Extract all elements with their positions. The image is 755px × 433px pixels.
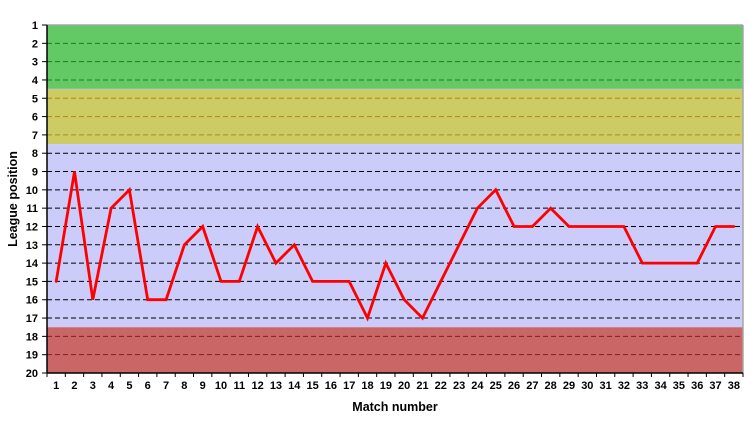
y-tick-label-20: 20: [26, 368, 38, 380]
x-tick-label-16: 16: [325, 380, 337, 392]
axis-ticks: [42, 24, 744, 377]
x-tick-label-35: 35: [673, 380, 685, 392]
band-green-zone: [47, 25, 743, 90]
x-tick-label-38: 38: [728, 380, 740, 392]
x-tick-label-10: 10: [215, 380, 227, 392]
y-tick-label-4: 4: [32, 75, 39, 87]
x-tick-label-18: 18: [361, 380, 373, 392]
x-tick-label-8: 8: [181, 380, 187, 392]
x-axis-title: Match number: [352, 400, 438, 414]
y-tick-label-17: 17: [26, 313, 38, 325]
x-tick-label-4: 4: [108, 380, 115, 392]
y-tick-label-18: 18: [26, 331, 38, 343]
x-tick-label-36: 36: [691, 380, 703, 392]
y-tick-label-19: 19: [26, 350, 38, 362]
x-tick-label-33: 33: [636, 380, 648, 392]
zone-bands: [47, 25, 743, 373]
x-tick-label-26: 26: [508, 380, 520, 392]
band-red-zone: [47, 327, 743, 373]
gridlines: [47, 42, 743, 356]
x-tick-label-21: 21: [416, 380, 428, 392]
x-tick-label-20: 20: [398, 380, 410, 392]
x-tick-label-14: 14: [288, 380, 301, 392]
x-tick-label-32: 32: [618, 380, 630, 392]
x-tick-label-7: 7: [163, 380, 169, 392]
y-tick-label-6: 6: [32, 112, 38, 124]
x-tick-label-19: 19: [380, 380, 392, 392]
x-tick-label-25: 25: [490, 380, 502, 392]
x-tick-label-6: 6: [145, 380, 151, 392]
y-tick-label-1: 1: [32, 20, 38, 32]
y-tick-label-3: 3: [32, 57, 38, 69]
y-tick-label-14: 14: [26, 258, 39, 270]
y-tick-label-11: 11: [26, 203, 38, 215]
y-tick-label-16: 16: [26, 295, 38, 307]
series-line-league-position: [54, 171, 736, 322]
y-tick-label-2: 2: [32, 38, 38, 50]
x-tick-label-30: 30: [581, 380, 593, 392]
x-tick-label-27: 27: [526, 380, 538, 392]
y-tick-label-9: 9: [32, 167, 38, 179]
x-tick-label-37: 37: [709, 380, 721, 392]
y-tick-label-8: 8: [32, 148, 38, 160]
x-tick-label-24: 24: [471, 380, 484, 392]
x-tick-label-29: 29: [563, 380, 575, 392]
x-tick-label-13: 13: [270, 380, 282, 392]
x-tick-label-12: 12: [252, 380, 264, 392]
x-tick-label-11: 11: [233, 380, 245, 392]
x-tick-label-23: 23: [453, 380, 465, 392]
x-tick-label-5: 5: [126, 380, 132, 392]
x-tick-label-3: 3: [90, 380, 96, 392]
y-tick-label-7: 7: [32, 130, 38, 142]
y-tick-label-10: 10: [26, 185, 38, 197]
y-tick-label-15: 15: [26, 276, 38, 288]
x-tick-label-15: 15: [306, 380, 318, 392]
x-tick-label-9: 9: [200, 380, 206, 392]
y-tick-label-13: 13: [26, 240, 38, 252]
x-tick-label-28: 28: [545, 380, 557, 392]
y-axis-title: League position: [6, 151, 20, 247]
y-tick-label-12: 12: [26, 221, 38, 233]
x-tick-label-2: 2: [71, 380, 77, 392]
x-tick-label-1: 1: [53, 380, 59, 392]
x-tick-label-22: 22: [435, 380, 447, 392]
series-line-layer: [54, 171, 736, 322]
x-tick-label-31: 31: [600, 380, 612, 392]
y-tick-label-5: 5: [32, 93, 38, 105]
x-tick-label-34: 34: [654, 380, 667, 392]
x-tick-label-17: 17: [343, 380, 355, 392]
